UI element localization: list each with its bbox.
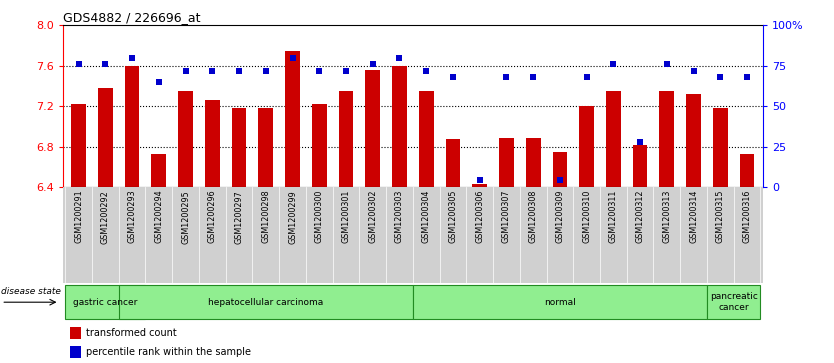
Text: transformed count: transformed count <box>86 328 177 338</box>
Text: GSM1200303: GSM1200303 <box>395 190 404 243</box>
Text: GSM1200296: GSM1200296 <box>208 190 217 244</box>
Bar <box>259 108 273 187</box>
Point <box>178 68 192 74</box>
Point <box>420 68 433 74</box>
Point <box>366 61 379 67</box>
Text: normal: normal <box>544 298 575 307</box>
Text: GSM1200301: GSM1200301 <box>341 190 350 243</box>
Point <box>714 74 727 80</box>
Point <box>72 61 85 67</box>
Bar <box>178 91 193 187</box>
FancyBboxPatch shape <box>119 285 413 319</box>
Point <box>98 61 112 67</box>
Point <box>741 74 754 80</box>
Bar <box>419 91 434 187</box>
Bar <box>740 154 755 187</box>
Bar <box>98 88 113 187</box>
Point <box>580 74 593 80</box>
Point <box>687 68 701 74</box>
Bar <box>499 139 514 187</box>
Bar <box>69 327 81 339</box>
Text: GSM1200313: GSM1200313 <box>662 190 671 243</box>
Point <box>152 79 165 85</box>
Bar <box>472 184 487 187</box>
Bar <box>152 154 166 187</box>
Bar <box>686 94 701 187</box>
Point <box>313 68 326 74</box>
Text: GSM1200314: GSM1200314 <box>689 190 698 243</box>
Text: GSM1200304: GSM1200304 <box>422 190 430 243</box>
Text: GSM1200310: GSM1200310 <box>582 190 591 243</box>
Text: GSM1200305: GSM1200305 <box>449 190 457 243</box>
Point <box>259 68 273 74</box>
FancyBboxPatch shape <box>707 285 760 319</box>
Bar <box>312 104 327 187</box>
Text: disease state: disease state <box>1 287 61 296</box>
Text: hepatocellular carcinoma: hepatocellular carcinoma <box>208 298 324 307</box>
Point <box>125 55 138 61</box>
Point <box>339 68 353 74</box>
Bar <box>606 91 620 187</box>
Text: GSM1200293: GSM1200293 <box>128 190 137 244</box>
Bar <box>713 108 728 187</box>
Text: GSM1200298: GSM1200298 <box>261 190 270 244</box>
Point <box>233 68 246 74</box>
Point <box>553 178 566 183</box>
Text: GSM1200299: GSM1200299 <box>288 190 297 244</box>
Point <box>606 61 620 67</box>
Text: GSM1200316: GSM1200316 <box>742 190 751 243</box>
Text: GSM1200292: GSM1200292 <box>101 190 110 244</box>
Bar <box>339 91 354 187</box>
Point <box>500 74 513 80</box>
Point <box>661 61 674 67</box>
Bar <box>205 100 219 187</box>
Text: GSM1200306: GSM1200306 <box>475 190 485 243</box>
Bar <box>445 139 460 187</box>
Text: GSM1200295: GSM1200295 <box>181 190 190 244</box>
Point <box>206 68 219 74</box>
Text: GSM1200315: GSM1200315 <box>716 190 725 243</box>
FancyBboxPatch shape <box>66 285 145 319</box>
Bar <box>580 106 594 187</box>
Text: GSM1200297: GSM1200297 <box>234 190 244 244</box>
Point <box>473 178 486 183</box>
Bar <box>232 108 246 187</box>
Bar <box>525 139 540 187</box>
Bar <box>69 346 81 358</box>
Bar <box>633 144 647 187</box>
Text: GSM1200291: GSM1200291 <box>74 190 83 244</box>
Text: GSM1200311: GSM1200311 <box>609 190 618 243</box>
Bar <box>285 51 300 187</box>
Point <box>286 55 299 61</box>
Text: GSM1200308: GSM1200308 <box>529 190 538 243</box>
Text: GSM1200300: GSM1200300 <box>314 190 324 243</box>
Point <box>393 55 406 61</box>
Text: GSM1200312: GSM1200312 <box>636 190 645 243</box>
Bar <box>71 104 86 187</box>
Text: GSM1200302: GSM1200302 <box>369 190 377 243</box>
Point <box>634 139 647 144</box>
Bar <box>660 91 674 187</box>
Bar <box>365 70 380 187</box>
Text: GSM1200294: GSM1200294 <box>154 190 163 244</box>
FancyBboxPatch shape <box>413 285 706 319</box>
Bar <box>553 152 567 187</box>
Point <box>526 74 540 80</box>
Text: GSM1200307: GSM1200307 <box>502 190 511 243</box>
Text: gastric cancer: gastric cancer <box>73 298 138 307</box>
Point <box>446 74 460 80</box>
Text: GDS4882 / 226696_at: GDS4882 / 226696_at <box>63 11 200 24</box>
Bar <box>392 66 407 187</box>
Text: pancreatic
cancer: pancreatic cancer <box>710 293 757 312</box>
Text: GSM1200309: GSM1200309 <box>555 190 565 243</box>
Bar <box>125 66 139 187</box>
Text: percentile rank within the sample: percentile rank within the sample <box>86 347 251 357</box>
